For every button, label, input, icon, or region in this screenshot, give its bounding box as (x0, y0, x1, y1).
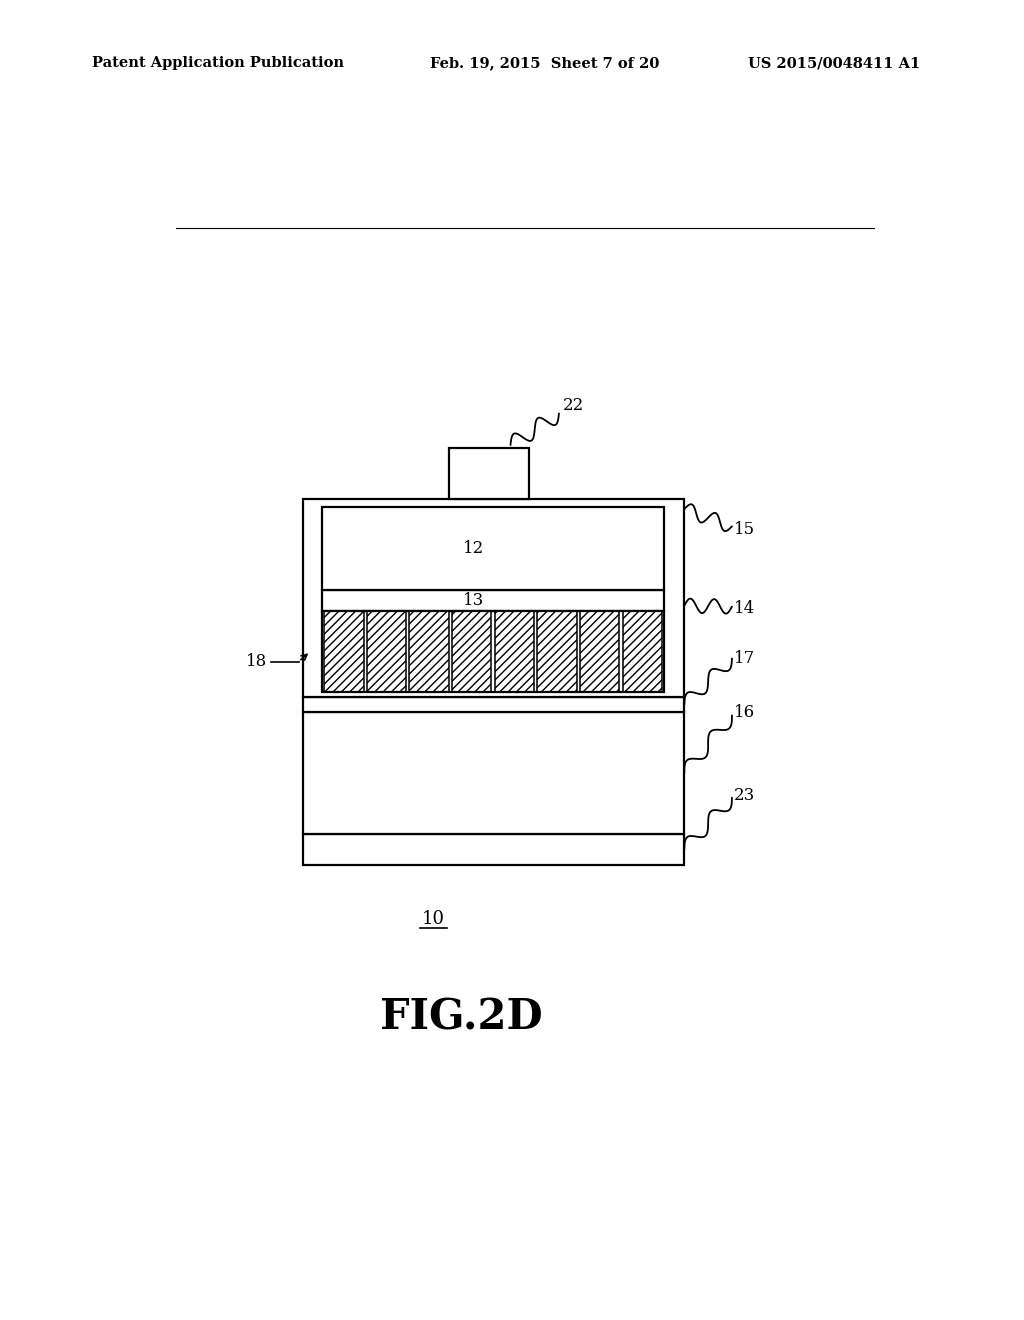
Bar (323, 611, 664, 692)
Bar (303, 834, 684, 865)
Text: 23: 23 (733, 787, 755, 804)
Bar (303, 697, 684, 713)
Text: 13: 13 (463, 593, 484, 609)
Text: 17: 17 (733, 649, 755, 667)
Bar (452, 611, 492, 692)
Bar (495, 611, 535, 692)
Bar (410, 611, 449, 692)
Text: Feb. 19, 2015  Sheet 7 of 20: Feb. 19, 2015 Sheet 7 of 20 (430, 57, 659, 70)
Bar (303, 713, 684, 834)
Bar (323, 590, 664, 611)
Bar (580, 611, 620, 692)
Text: Patent Application Publication: Patent Application Publication (92, 57, 344, 70)
Text: 12: 12 (463, 540, 484, 557)
Text: US 2015/0048411 A1: US 2015/0048411 A1 (748, 57, 920, 70)
Bar (623, 611, 663, 692)
Bar (538, 611, 577, 692)
Text: 14: 14 (733, 601, 755, 618)
Bar (323, 611, 664, 692)
Bar (367, 611, 407, 692)
Text: 16: 16 (733, 704, 755, 721)
Bar (324, 611, 364, 692)
Text: 18: 18 (246, 653, 267, 671)
Text: 22: 22 (563, 397, 584, 414)
Bar (303, 499, 684, 697)
Text: 15: 15 (733, 521, 755, 537)
Bar (450, 447, 528, 499)
Text: FIG.2D: FIG.2D (380, 997, 543, 1039)
Text: 10: 10 (422, 909, 445, 928)
Bar (323, 507, 664, 590)
